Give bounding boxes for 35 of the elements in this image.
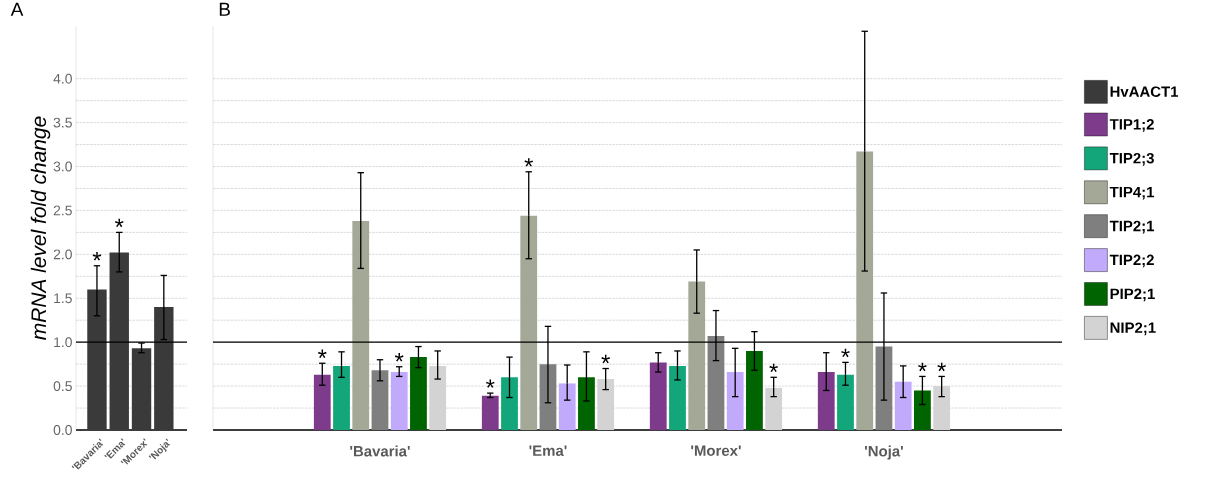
chart-title: A xyxy=(10,2,24,16)
y-tick-label: 1.5 xyxy=(54,293,72,304)
legend-label: HvAACT1 xyxy=(1110,86,1179,97)
data-label: * xyxy=(937,362,946,372)
legend-label: TIP1;2 xyxy=(1109,119,1154,132)
legend-label: TIP2;2 xyxy=(1109,254,1154,268)
legend-label: PIP2;1 xyxy=(1110,288,1155,302)
y-tick-label: 1.0 xyxy=(54,337,72,348)
legend-label: TIP4;1 xyxy=(1109,186,1155,200)
x-tick-label: 'Noja' xyxy=(865,445,903,460)
legend-label: TIP2;3 xyxy=(1109,152,1154,166)
chart-title: B xyxy=(219,2,230,16)
y-tick-label: 0.5 xyxy=(53,381,72,392)
y-tick-label: 3.5 xyxy=(53,117,72,128)
data-label: * xyxy=(769,363,778,373)
y-axis-title: mRNA level fold change xyxy=(30,116,51,340)
data-label: * xyxy=(841,348,850,358)
y-tick-label: 2.5 xyxy=(53,205,72,216)
data-label: * xyxy=(114,218,124,228)
data-label: * xyxy=(92,252,102,261)
legend-label: NIP2;1 xyxy=(1110,322,1156,336)
legend-label: TIP2;1 xyxy=(1109,220,1155,234)
data-label: * xyxy=(318,349,327,359)
y-tick-label: 3.0 xyxy=(53,161,72,172)
x-tick-label: 'Bavaria' xyxy=(350,445,410,457)
x-tick-label: 'Ema' xyxy=(529,445,567,456)
x-tick-label: 'Morex' xyxy=(691,445,741,456)
data-label: * xyxy=(486,379,495,388)
y-tick-label: 4.0 xyxy=(53,73,72,84)
data-label: * xyxy=(601,354,610,364)
data-label: * xyxy=(918,362,927,372)
y-tick-label: 0.0 xyxy=(53,425,72,435)
y-tick-label: 2.0 xyxy=(53,249,72,260)
data-label: * xyxy=(524,158,534,167)
data-label: * xyxy=(394,353,404,362)
